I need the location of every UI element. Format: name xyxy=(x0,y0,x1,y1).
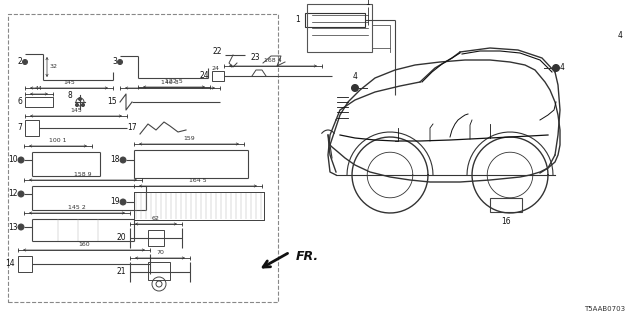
Text: 10: 10 xyxy=(8,156,18,164)
Bar xyxy=(134,192,264,220)
Circle shape xyxy=(18,157,24,163)
Circle shape xyxy=(76,103,79,107)
Text: 145 2: 145 2 xyxy=(68,205,86,210)
Text: 158 9: 158 9 xyxy=(74,172,92,177)
Circle shape xyxy=(351,84,358,92)
Text: 17: 17 xyxy=(127,124,137,132)
Bar xyxy=(148,262,170,280)
Text: 7: 7 xyxy=(17,124,22,132)
Text: 1: 1 xyxy=(295,15,300,25)
Circle shape xyxy=(120,157,126,163)
Text: 13: 13 xyxy=(8,222,18,231)
Text: 20: 20 xyxy=(116,234,126,243)
Text: 145: 145 xyxy=(70,108,82,113)
Text: 24: 24 xyxy=(200,71,209,81)
Text: 19: 19 xyxy=(110,197,120,206)
Text: 122 5: 122 5 xyxy=(165,79,183,84)
Text: 22: 22 xyxy=(212,47,222,57)
Text: 4: 4 xyxy=(353,72,357,81)
Bar xyxy=(25,120,39,136)
Bar xyxy=(134,192,264,220)
Text: 6: 6 xyxy=(17,98,22,107)
Text: 14: 14 xyxy=(5,260,15,268)
Circle shape xyxy=(18,191,24,197)
Bar xyxy=(305,13,365,27)
Text: 3: 3 xyxy=(112,58,117,67)
Text: 145: 145 xyxy=(63,80,75,85)
Text: 21: 21 xyxy=(116,268,126,276)
Text: 100 1: 100 1 xyxy=(49,138,67,143)
Text: 15: 15 xyxy=(108,98,117,107)
Circle shape xyxy=(120,199,126,205)
Bar xyxy=(18,256,32,272)
Text: 4: 4 xyxy=(618,30,623,39)
Text: 164 5: 164 5 xyxy=(189,178,207,183)
Bar xyxy=(490,198,522,212)
Text: T5AAB0703: T5AAB0703 xyxy=(584,306,625,312)
Text: 62: 62 xyxy=(152,216,160,221)
Text: 12: 12 xyxy=(8,189,18,198)
Text: FR.: FR. xyxy=(296,250,319,262)
Bar xyxy=(25,97,53,107)
Circle shape xyxy=(118,60,122,65)
Circle shape xyxy=(18,224,24,230)
Text: 159: 159 xyxy=(183,136,195,141)
Text: 32: 32 xyxy=(50,65,58,69)
Text: 2: 2 xyxy=(17,58,22,67)
Text: 168 4: 168 4 xyxy=(264,58,282,63)
Circle shape xyxy=(22,60,28,65)
Bar xyxy=(307,4,372,52)
Text: 70: 70 xyxy=(156,250,164,255)
Text: 24: 24 xyxy=(212,66,220,70)
Text: 18: 18 xyxy=(111,156,120,164)
Text: 1: 1 xyxy=(365,0,371,7)
Text: 8: 8 xyxy=(67,92,72,100)
Text: 23: 23 xyxy=(250,53,260,62)
Text: 44: 44 xyxy=(35,86,43,91)
Text: 4: 4 xyxy=(560,63,565,73)
Circle shape xyxy=(79,98,81,100)
Bar xyxy=(8,14,278,302)
Text: 160: 160 xyxy=(78,242,90,247)
Text: 140 3: 140 3 xyxy=(161,80,179,85)
Bar xyxy=(212,71,224,81)
Text: 16: 16 xyxy=(501,217,511,226)
Bar xyxy=(148,230,164,246)
Circle shape xyxy=(552,65,559,71)
Circle shape xyxy=(81,103,84,107)
